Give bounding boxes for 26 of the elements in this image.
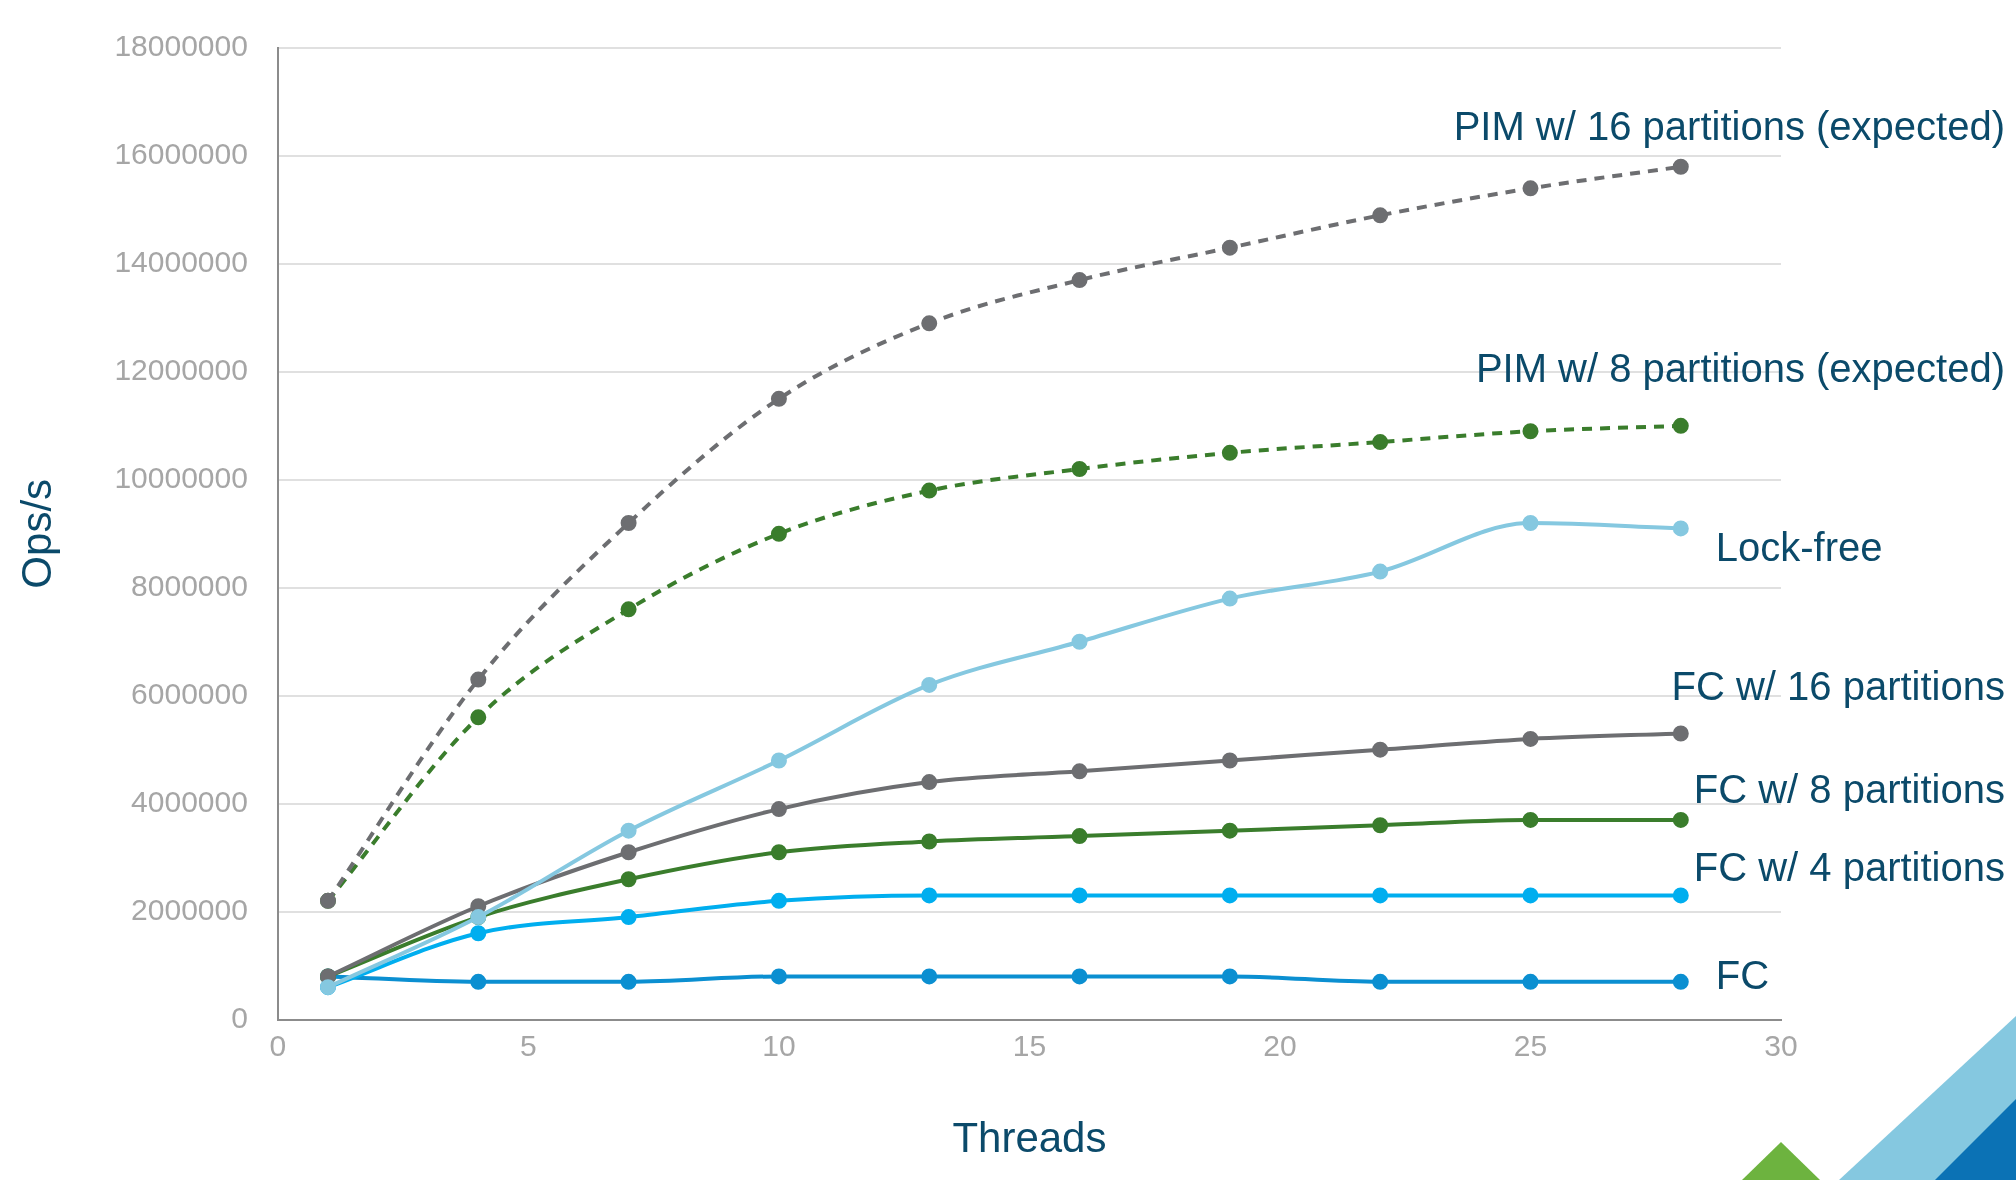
series-label: PIM w/ 8 partitions (expected): [1475, 345, 2005, 390]
y-tick-label: 4000000: [131, 784, 248, 818]
y-tick-label: 14000000: [114, 245, 248, 279]
series-label: Lock-free: [1715, 525, 1883, 570]
y-tick-label: 0: [231, 1000, 248, 1034]
y-tick-label: 16000000: [114, 137, 248, 171]
x-tick-label: 25: [1513, 1028, 1548, 1062]
series-label: FC: [1715, 952, 1770, 997]
y-tick-label: 2000000: [131, 892, 248, 926]
x-axis-title: Threads: [952, 1114, 1107, 1162]
y-tick-label: 18000000: [114, 29, 248, 63]
x-tick-label: 20: [1263, 1028, 1297, 1062]
y-tick-label: 12000000: [114, 353, 248, 387]
x-tick-label: 0: [269, 1028, 287, 1062]
y-tick-label: 10000000: [114, 461, 248, 495]
x-tick-label: 30: [1764, 1028, 1798, 1062]
series-label: PIM w/ 16 partitions (expected): [1453, 103, 2005, 148]
x-tick-label: 10: [762, 1028, 796, 1062]
series-label: FC w/ 8 partitions: [1693, 766, 2005, 811]
y-tick-label: 8000000: [131, 569, 248, 603]
series-label: FC w/ 16 partitions: [1671, 663, 2005, 708]
x-tick-label: 15: [1012, 1028, 1047, 1062]
series-label: FC w/ 4 partitions: [1693, 845, 2005, 890]
y-tick-label: 6000000: [131, 677, 248, 710]
y-axis-title: Ops/s: [12, 478, 60, 589]
x-tick-label: 5: [520, 1028, 537, 1062]
